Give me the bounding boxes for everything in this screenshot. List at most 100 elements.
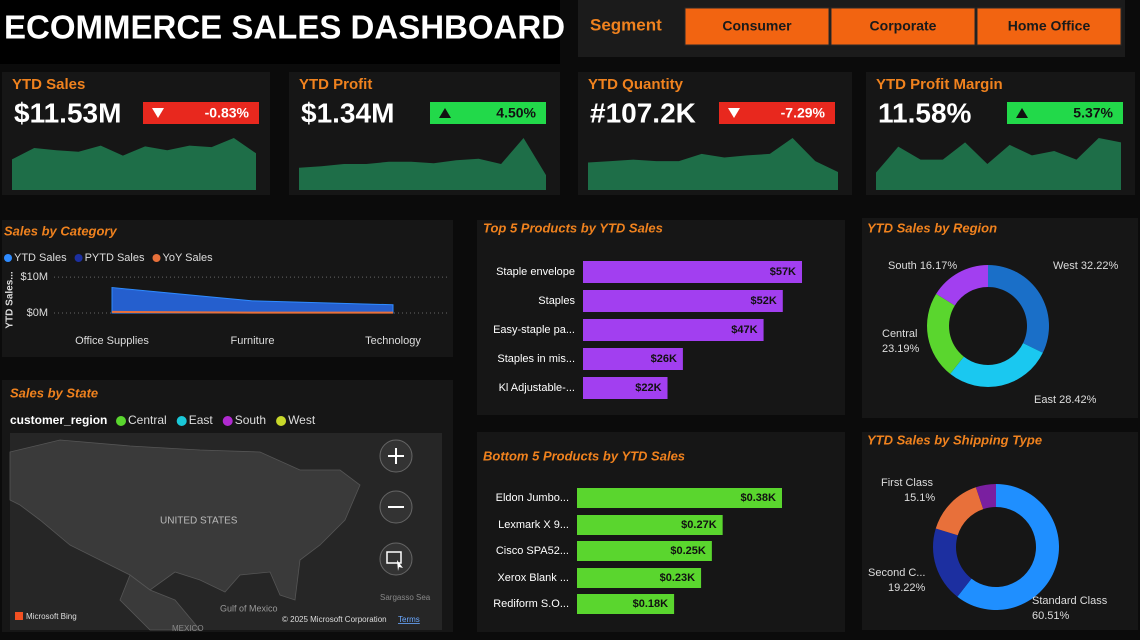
map-terms[interactable]: Terms xyxy=(398,615,420,624)
category-label: Cisco SPA52... xyxy=(496,545,569,557)
up-arrow xyxy=(1016,108,1028,118)
segment-button[interactable]: Consumer xyxy=(684,7,830,46)
x-tick-label: Technology xyxy=(365,335,421,347)
chart-title: Sales by Category xyxy=(4,223,117,238)
slice-label: South 16.17% xyxy=(888,260,957,272)
legend-marker xyxy=(152,254,161,262)
sparkline-area xyxy=(588,138,838,190)
slice-label: West 32.22% xyxy=(1053,260,1118,272)
map-label: MEXICO xyxy=(172,624,204,633)
category-label: Kl Adjustable-... xyxy=(499,382,575,394)
legend-label: PYTD Sales xyxy=(85,252,145,264)
category-label: Easy-staple pa... xyxy=(493,324,575,336)
donut-slice xyxy=(975,484,996,510)
chart-title: YTD Sales by Shipping Type xyxy=(867,432,1042,447)
button-bg xyxy=(976,7,1122,46)
segment-buttons: Consumer Corporate Home Office xyxy=(684,7,1122,46)
line xyxy=(111,310,393,314)
x-tick-label: Furniture xyxy=(230,335,274,347)
bar xyxy=(583,261,802,283)
donut-slice xyxy=(957,484,1059,610)
category-label: West xyxy=(1053,260,1078,272)
bar xyxy=(577,568,702,588)
legend-label: West xyxy=(288,413,316,427)
map-land xyxy=(119,574,201,631)
down-arrow xyxy=(152,108,164,118)
donut-slice xyxy=(926,293,964,374)
data-label: $0.27K xyxy=(681,519,717,531)
y-tick-label: $10M xyxy=(20,271,48,283)
zoom-in-button[interactable] xyxy=(379,439,413,473)
kpi-title: YTD Quantity xyxy=(588,76,684,93)
button-label: Home Office xyxy=(1008,18,1091,34)
kpi-value: 11.58% xyxy=(878,97,972,128)
data-label: 60.51% xyxy=(1032,610,1070,622)
category-label: Staples xyxy=(538,295,575,307)
map-land xyxy=(9,439,361,601)
data-label: $26K xyxy=(651,353,677,365)
segment-label: Segment xyxy=(590,15,662,34)
select-button[interactable] xyxy=(379,542,413,576)
change-badge xyxy=(430,102,546,124)
bar xyxy=(577,515,723,535)
chart-title: YTD Sales by Region xyxy=(867,220,997,235)
category-label: South xyxy=(888,260,917,272)
bar xyxy=(577,541,712,561)
data-label: $0.23K xyxy=(660,572,696,584)
y-axis-label: YTD Sales... xyxy=(5,271,16,328)
category-label: Standard Class xyxy=(1032,595,1108,607)
data-label: $57K xyxy=(770,266,796,278)
kpi-title: YTD Profit xyxy=(299,76,372,93)
legend-label: Central xyxy=(128,413,167,427)
map-legend: Central East South West xyxy=(116,413,316,427)
change-badge xyxy=(719,102,835,124)
data-label: $0.25K xyxy=(670,545,706,557)
select-icon xyxy=(386,551,402,564)
donut-slice xyxy=(935,487,984,536)
segment-button[interactable]: Home Office xyxy=(976,7,1122,46)
map-legend-title: customer_region xyxy=(10,413,107,427)
map-attribution: Microsoft Bing xyxy=(26,612,77,621)
bar xyxy=(583,377,668,399)
change-badge xyxy=(143,102,259,124)
x-tick-label: Office Supplies xyxy=(75,335,149,347)
panel xyxy=(2,220,453,357)
chart-title: Top 5 Products by YTD Sales xyxy=(483,220,663,235)
map-label: Gulf of Mexico xyxy=(220,603,278,613)
button-label: Consumer xyxy=(722,18,792,34)
up-arrow xyxy=(439,108,451,118)
kpi-value: $1.34M xyxy=(301,97,394,128)
map-title: Sales by State xyxy=(10,385,98,400)
data-label: 28.42% xyxy=(1059,394,1097,406)
legend-marker xyxy=(74,254,83,262)
donut-slice xyxy=(988,265,1049,353)
data-label: $52K xyxy=(750,295,776,307)
category-label: Xerox Blank ... xyxy=(497,572,569,584)
data-label: 32.22% xyxy=(1081,260,1119,272)
slice-label: East 28.42% xyxy=(1034,394,1097,406)
change-value: -7.29% xyxy=(781,105,826,121)
data-label: 15.1% xyxy=(904,492,935,504)
category-label: Staple envelope xyxy=(496,266,575,278)
sparkline-area xyxy=(12,138,256,190)
donut-slice xyxy=(936,265,988,306)
bar xyxy=(583,319,764,341)
segment-button[interactable]: Corporate xyxy=(830,7,976,46)
panel xyxy=(862,218,1138,418)
legend-marker xyxy=(116,416,126,426)
legend-marker xyxy=(222,416,233,426)
y-tick-label: $0M xyxy=(27,307,48,319)
legend-label: YoY Sales xyxy=(163,252,214,264)
chart-title: Bottom 5 Products by YTD Sales xyxy=(483,448,685,463)
legend-marker xyxy=(176,416,187,426)
data-label: 23.19% xyxy=(882,343,920,355)
kpi-title: YTD Sales xyxy=(12,76,85,93)
sparkline-area xyxy=(876,138,1121,190)
category-label: Lexmark X 9... xyxy=(498,519,569,531)
legend-marker xyxy=(276,416,287,426)
category-label: Rediform S.O... xyxy=(493,598,569,610)
zoom-out-button[interactable] xyxy=(379,490,413,524)
kpi-title: YTD Profit Margin xyxy=(876,76,1003,93)
data-label: 19.22% xyxy=(888,582,926,594)
